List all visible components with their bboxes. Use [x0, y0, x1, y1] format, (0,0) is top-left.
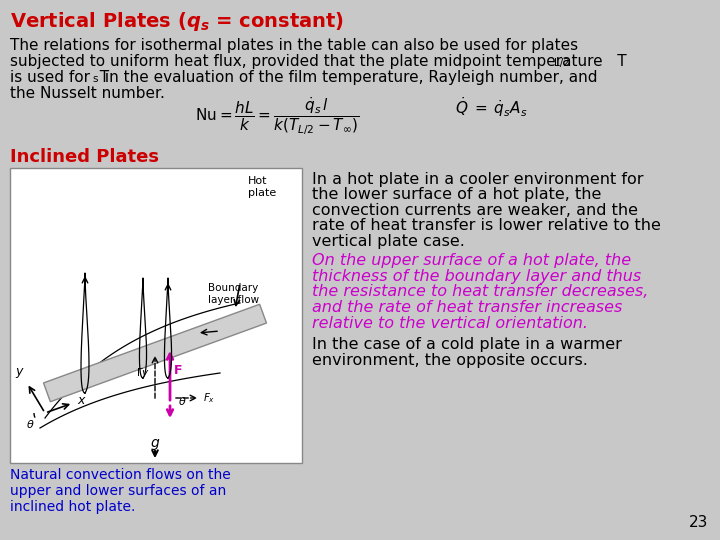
FancyBboxPatch shape: [10, 168, 302, 463]
Text: L/2: L/2: [554, 58, 570, 68]
Text: $\dot{Q}\;=\;\dot{q}_s A_s$: $\dot{Q}\;=\;\dot{q}_s A_s$: [455, 95, 528, 119]
Text: $\Gamma y$: $\Gamma y$: [136, 366, 150, 380]
Text: Vertical Plates ($\bfit{q}_s$ = constant): Vertical Plates ($\bfit{q}_s$ = constant…: [10, 10, 344, 33]
Text: The relations for isothermal plates in the table can also be used for plates: The relations for isothermal plates in t…: [10, 38, 578, 53]
Text: In a hot plate in a cooler environment for: In a hot plate in a cooler environment f…: [312, 172, 644, 187]
Text: subjected to uniform heat flux, provided that the plate midpoint temperature   T: subjected to uniform heat flux, provided…: [10, 54, 626, 69]
Text: thickness of the boundary layer and thus: thickness of the boundary layer and thus: [312, 269, 642, 284]
Text: s: s: [92, 74, 97, 84]
Text: and the rate of heat transfer increases: and the rate of heat transfer increases: [312, 300, 622, 315]
Text: $\theta$: $\theta$: [26, 418, 35, 430]
Text: the resistance to heat transfer decreases,: the resistance to heat transfer decrease…: [312, 285, 649, 300]
Text: Natural convection flows on the
upper and lower surfaces of an
inclined hot plat: Natural convection flows on the upper an…: [10, 468, 230, 515]
Text: the Nusselt number.: the Nusselt number.: [10, 86, 165, 101]
Text: On the upper surface of a hot plate, the: On the upper surface of a hot plate, the: [312, 253, 631, 268]
Text: $\theta$: $\theta$: [178, 395, 186, 407]
Text: is used for  T: is used for T: [10, 70, 109, 85]
Text: vertical plate case.: vertical plate case.: [312, 234, 465, 249]
Text: relative to the vertical orientation.: relative to the vertical orientation.: [312, 315, 588, 330]
Text: In the case of a cold plate in a warmer: In the case of a cold plate in a warmer: [312, 337, 622, 352]
Text: environment, the opposite occurs.: environment, the opposite occurs.: [312, 353, 588, 368]
Text: Boundary
layer flow: Boundary layer flow: [208, 283, 259, 305]
Text: 23: 23: [688, 515, 708, 530]
Text: rate of heat transfer is lower relative to the: rate of heat transfer is lower relative …: [312, 219, 661, 233]
Text: F: F: [174, 364, 182, 377]
Polygon shape: [43, 304, 266, 402]
Text: Inclined Plates: Inclined Plates: [10, 148, 159, 166]
Text: $F_x$: $F_x$: [203, 391, 215, 405]
Text: y: y: [16, 365, 23, 378]
Text: in the evaluation of the film temperature, Rayleigh number, and: in the evaluation of the film temperatur…: [100, 70, 598, 85]
Text: Hot
plate: Hot plate: [248, 176, 276, 198]
Text: $\mathrm{Nu} = \dfrac{hL}{k} = \dfrac{\dot{q}_s\,l}{k(T_{L/2} - T_{\infty})}$: $\mathrm{Nu} = \dfrac{hL}{k} = \dfrac{\d…: [195, 95, 359, 137]
Text: convection currents are weaker, and the: convection currents are weaker, and the: [312, 203, 638, 218]
Text: the lower surface of a hot plate, the: the lower surface of a hot plate, the: [312, 187, 601, 202]
Text: x: x: [77, 395, 84, 408]
Text: g: g: [150, 436, 159, 450]
